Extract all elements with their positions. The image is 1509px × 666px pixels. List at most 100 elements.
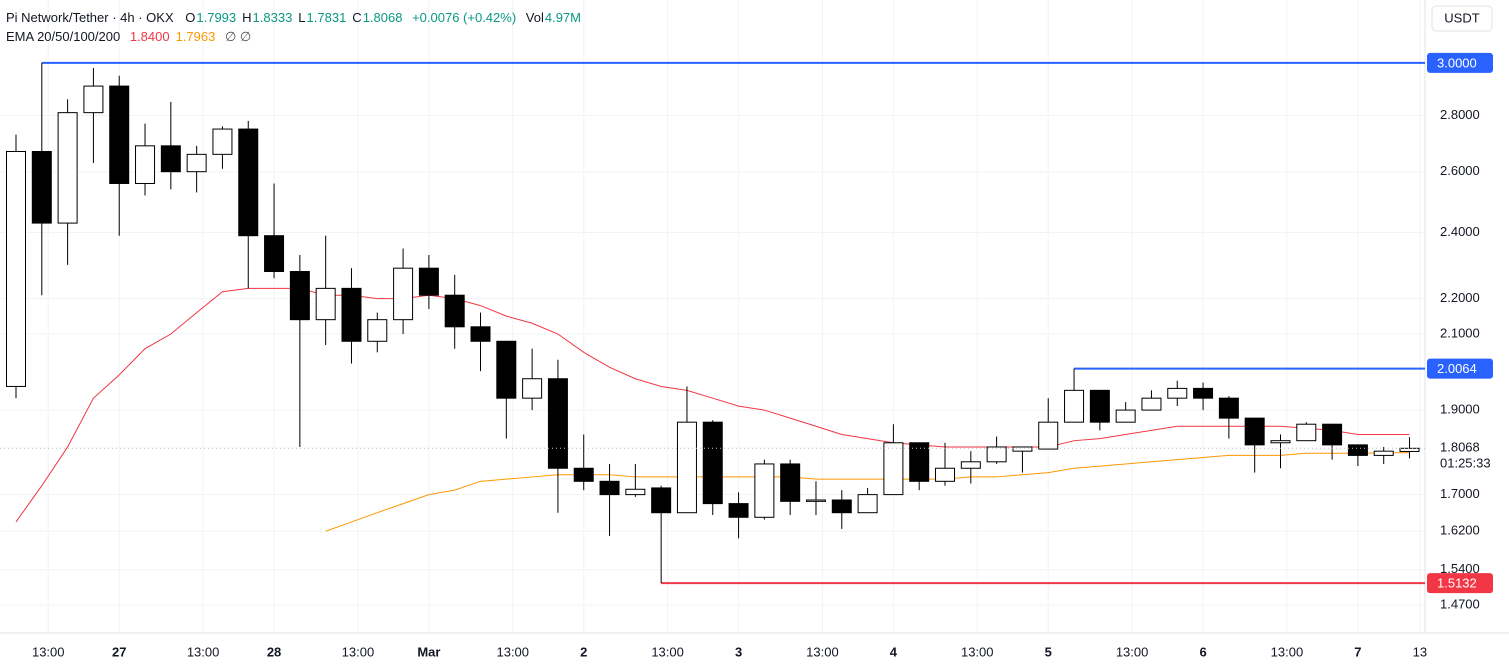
level-label: 1.5132: [1437, 576, 1477, 591]
y-tick-label: 2.4000: [1440, 224, 1480, 239]
x-tick-label: 4: [890, 644, 898, 659]
ohlc-values: O1.7993 H1.8333 L1.7831 C1.8068: [185, 10, 408, 25]
level-label-box: [1427, 573, 1493, 594]
x-tick-label: 2: [580, 644, 587, 659]
candle-body: [522, 378, 543, 399]
level-label: 2.0064: [1437, 361, 1477, 376]
countdown: 01:25:33: [1440, 456, 1491, 471]
candle-body: [5, 151, 26, 387]
indicator-line: EMA 20/50/100/200 1.8400 1.7963 ∅ ∅: [6, 27, 587, 46]
x-tick-label: 13:00: [342, 644, 375, 659]
hidden-icons[interactable]: ∅ ∅: [224, 29, 252, 44]
level-label-box: [1427, 358, 1493, 379]
candle-body: [1141, 397, 1162, 411]
x-tick-label: 13:00: [651, 644, 684, 659]
x-tick-label: 13:00: [1116, 644, 1149, 659]
y-tick-label: 1.7000: [1440, 486, 1480, 501]
level-label: 3.0000: [1437, 55, 1477, 70]
ohlc-value: 1.7993: [196, 10, 237, 25]
candle-body: [986, 446, 1007, 463]
y-tick-label: 1.9000: [1440, 402, 1480, 417]
candle-body: [599, 480, 620, 496]
candle-body: [1064, 389, 1085, 423]
currency-label[interactable]: USDT: [1444, 10, 1479, 25]
candle-body: [1218, 397, 1239, 419]
x-tick-label: 13:00: [806, 644, 839, 659]
candle-body: [754, 463, 775, 518]
candle-body: [31, 151, 52, 224]
candle-body: [341, 287, 362, 342]
x-tick-label: Mar: [417, 644, 440, 659]
x-tick-label: 13:00: [187, 644, 220, 659]
candle-body: [289, 271, 310, 321]
candle-body: [444, 294, 465, 328]
candle-body: [1089, 389, 1110, 423]
ema-value: 1.8400: [129, 29, 170, 44]
candle-body: [1399, 447, 1420, 452]
candle-body: [418, 267, 439, 296]
candle-body: [135, 145, 156, 184]
change: +0.0076 (+0.42%): [412, 10, 517, 25]
candle-body: [496, 340, 517, 399]
y-tick-label: 1.5400: [1440, 561, 1480, 576]
candle-body: [625, 488, 646, 496]
x-tick-label: 13:00: [32, 644, 65, 659]
ema-line: [325, 452, 1410, 532]
ema-line: [15, 287, 1410, 523]
x-tick-label: 13:00: [496, 644, 529, 659]
candle-body: [805, 499, 826, 502]
candle-body: [1296, 423, 1317, 442]
candle-body: [160, 145, 181, 173]
ema-value: 1.7963: [175, 29, 216, 44]
x-tick-label: 13: [1413, 644, 1427, 659]
candle-body: [1244, 417, 1265, 446]
candle-body: [1193, 387, 1214, 399]
candle-body: [186, 153, 207, 173]
candle-body: [651, 487, 672, 514]
candle-body: [573, 467, 594, 482]
volume-value: 4.97M: [544, 10, 581, 25]
candle-body: [1270, 440, 1291, 444]
x-tick-label: 13:00: [961, 644, 994, 659]
candle-body: [857, 494, 878, 514]
candle-body: [1373, 450, 1394, 456]
x-tick-label: 6: [1199, 644, 1206, 659]
y-tick-label: 2.6000: [1440, 163, 1480, 178]
level-label-box: [1427, 52, 1493, 73]
ohlc-value: 1.8068: [362, 10, 403, 25]
candle-body: [212, 128, 233, 155]
grid: [0, 0, 1425, 633]
candle-body: [367, 319, 388, 342]
candle-body: [728, 503, 749, 518]
candle-body: [109, 85, 130, 184]
candle-body: [470, 326, 491, 342]
indicator-values: 1.8400 1.7963: [130, 29, 222, 44]
ohlc-label: O: [185, 10, 196, 25]
x-tick-label: 5: [1045, 644, 1052, 659]
candle-body: [1322, 423, 1343, 446]
legend-header: Pi Network/Tether · 4h · OKX O1.7993 H1.8…: [6, 8, 587, 46]
symbol: Pi Network/Tether · 4h · OKX: [6, 10, 174, 25]
indicator-label: EMA 20/50/100/200: [6, 29, 121, 44]
currency-box: [1431, 5, 1493, 32]
candle-body: [883, 442, 904, 496]
candle-body: [547, 378, 568, 469]
candle-body: [315, 287, 336, 321]
ohlc-value: 1.7831: [306, 10, 347, 25]
y-tick-label: 2.1000: [1440, 325, 1480, 340]
candle-body: [676, 421, 697, 514]
y-tick-label: 2.8000: [1440, 107, 1480, 122]
current-price-label: 1.8068: [1440, 440, 1480, 455]
x-tick-label: 3: [735, 644, 742, 659]
x-tick-label: 7: [1354, 644, 1361, 659]
candle-body: [83, 85, 104, 114]
ohlc-value: 1.8333: [252, 10, 293, 25]
candle-body: [57, 112, 78, 224]
candle-body: [702, 421, 723, 505]
candle-body: [780, 463, 801, 502]
candle-body: [1167, 387, 1188, 399]
x-tick-label: 27: [112, 644, 126, 659]
x-tick-label: 13:00: [1271, 644, 1304, 659]
y-tick-label: 2.2000: [1440, 290, 1480, 305]
